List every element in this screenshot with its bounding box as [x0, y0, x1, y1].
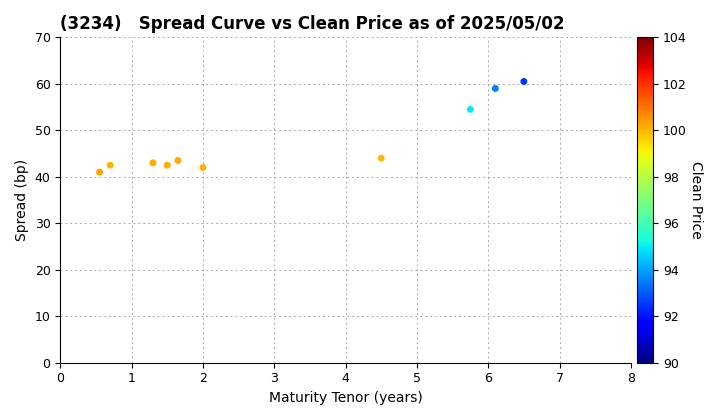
Y-axis label: Spread (bp): Spread (bp)	[15, 159, 29, 241]
Point	[104, 162, 116, 168]
Point	[172, 157, 184, 164]
Point	[147, 160, 158, 166]
Text: (3234)   Spread Curve vs Clean Price as of 2025/05/02: (3234) Spread Curve vs Clean Price as of…	[60, 15, 564, 33]
Point	[197, 164, 209, 171]
Point	[518, 78, 530, 85]
Point	[464, 106, 476, 113]
Point	[161, 162, 173, 168]
Point	[94, 169, 105, 176]
Point	[375, 155, 387, 162]
Point	[490, 85, 501, 92]
X-axis label: Maturity Tenor (years): Maturity Tenor (years)	[269, 391, 423, 405]
Y-axis label: Clean Price: Clean Price	[689, 161, 703, 239]
